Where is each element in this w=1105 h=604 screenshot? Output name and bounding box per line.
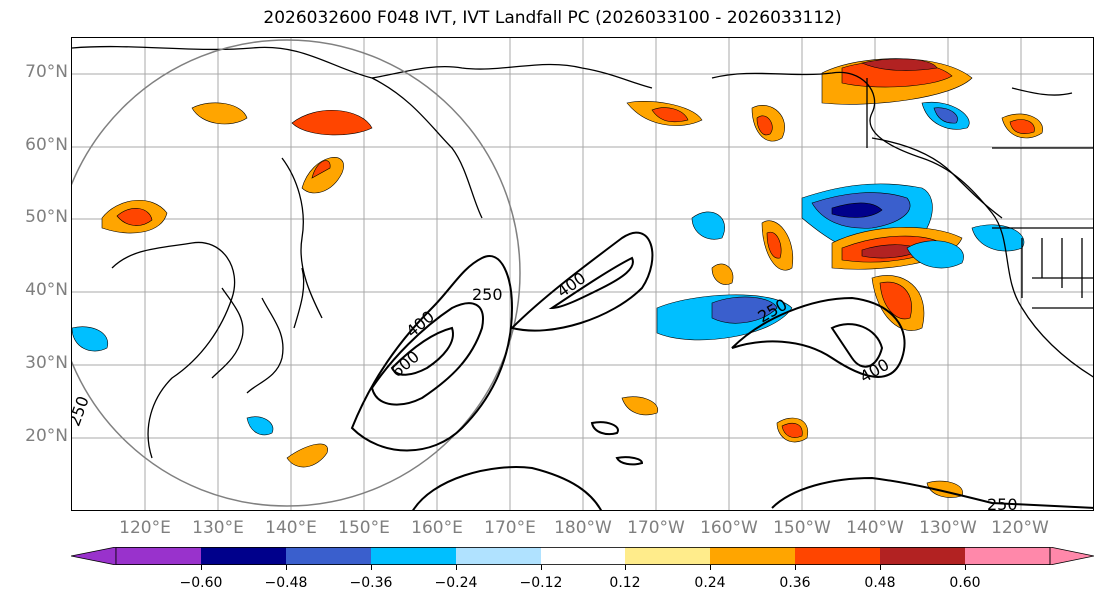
colorbar-tick-label: −0.24 xyxy=(434,575,478,591)
colorbar-tick-label: 0.36 xyxy=(779,575,811,591)
colorbar-tick-label: −0.36 xyxy=(349,575,393,591)
colorbar-swatch xyxy=(541,547,625,565)
lon-label: 120°W xyxy=(991,518,1049,538)
lon-label: 130°E xyxy=(192,518,244,538)
plot-title: 2026032600 F048 IVT, IVT Landfall PC (20… xyxy=(263,8,842,28)
colorbar-swatch xyxy=(880,547,965,565)
contour-label: 250 xyxy=(987,495,1018,511)
colorbar-swatch xyxy=(625,547,710,565)
colorbar-tick-label: −0.60 xyxy=(179,575,223,591)
lat-label: 70°N xyxy=(25,62,68,82)
lon-label: 120°E xyxy=(119,518,171,538)
coastlines xyxy=(72,45,1093,459)
colorbar-tickmark xyxy=(710,565,711,570)
lat-label: 40°N xyxy=(25,280,68,300)
domain-circle xyxy=(72,39,521,507)
lon-label: 130°W xyxy=(919,518,977,538)
colorbar-tickmark xyxy=(965,565,966,570)
colorbar-swatch xyxy=(116,547,201,565)
contour-label: 250 xyxy=(472,285,503,304)
lat-label: 50°N xyxy=(25,207,68,227)
colorbar-swatch xyxy=(286,547,371,565)
colorbar-tickmark xyxy=(795,565,796,570)
colorbar-extend-low xyxy=(71,547,117,565)
contour-label: 600 xyxy=(387,347,423,381)
contour-label: 250 xyxy=(72,394,93,429)
colorbar xyxy=(71,547,1094,565)
lon-label: 160°E xyxy=(411,518,463,538)
colorbar-tickmark xyxy=(456,565,457,570)
lon-label: 140°W xyxy=(846,518,904,538)
lon-label: 170°W xyxy=(627,518,685,538)
colorbar-tickmark xyxy=(371,565,372,570)
graticule xyxy=(72,38,1093,510)
ivt-shading xyxy=(72,58,1043,498)
lon-label: 140°E xyxy=(265,518,317,538)
colorbar-outline xyxy=(115,547,1051,565)
ivt-contours xyxy=(350,231,1093,510)
lat-label: 60°N xyxy=(25,135,68,155)
colorbar-tick-label: 0.60 xyxy=(949,575,981,591)
colorbar-tickmark xyxy=(201,565,202,570)
colorbar-tickmark xyxy=(541,565,542,570)
lon-label: 150°E xyxy=(338,518,390,538)
colorbar-tick-label: 0.48 xyxy=(864,575,896,591)
colorbar-swatch xyxy=(371,547,456,565)
colorbar-tick-label: 0.12 xyxy=(609,575,641,591)
colorbar-tickmark xyxy=(286,565,287,570)
contour-label: 400 xyxy=(857,355,893,387)
colorbar-tickmark xyxy=(625,565,626,570)
colorbar-tick-label: −0.12 xyxy=(519,575,563,591)
lon-label: 170°E xyxy=(484,518,536,538)
colorbar-swatch xyxy=(965,547,1050,565)
lat-label: 20°N xyxy=(25,426,68,446)
lat-label: 30°N xyxy=(25,353,68,373)
colorbar-tick-label: 0.24 xyxy=(694,575,726,591)
colorbar-tick-label: −0.48 xyxy=(264,575,308,591)
lon-label: 160°W xyxy=(700,518,758,538)
colorbar-swatch xyxy=(710,547,795,565)
colorbar-tickmark xyxy=(880,565,881,570)
colorbar-swatch xyxy=(795,547,880,565)
map-panel[interactable]: 250 400 600 250 400 250 400 250 xyxy=(71,37,1094,511)
colorbar-swatch xyxy=(201,547,286,565)
map-canvas: 250 400 600 250 400 250 400 250 xyxy=(72,38,1093,511)
lon-label: 180°W xyxy=(554,518,612,538)
colorbar-extend-high xyxy=(1049,547,1094,565)
colorbar-swatch xyxy=(456,547,541,565)
lon-label: 150°W xyxy=(773,518,831,538)
